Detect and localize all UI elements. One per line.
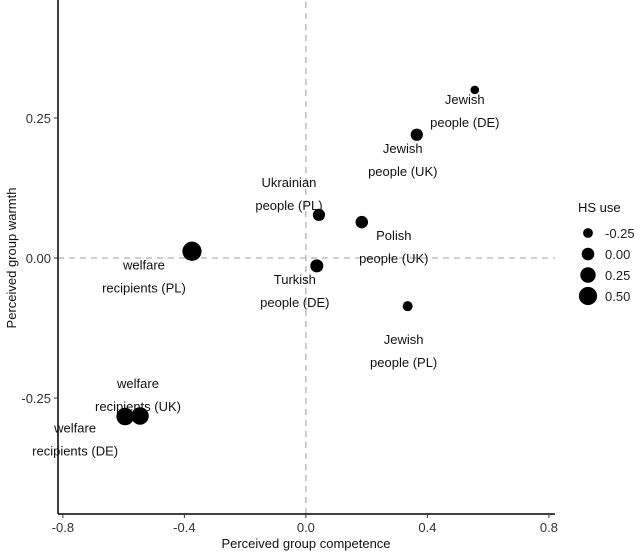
x-tick-label: 0.8 bbox=[540, 520, 558, 535]
point-label: recipients (DE) bbox=[32, 444, 118, 459]
legend-label: 0.50 bbox=[605, 289, 630, 304]
legend-key bbox=[581, 247, 595, 261]
legend-key bbox=[578, 286, 598, 306]
point-label: people (DE) bbox=[260, 295, 329, 310]
y-tick-label: 0.00 bbox=[26, 251, 51, 266]
point-label: recipients (UK) bbox=[95, 399, 181, 414]
legend-label: -0.25 bbox=[605, 226, 635, 241]
x-tick-label: 0.4 bbox=[418, 520, 436, 535]
point-label: Turkish bbox=[274, 272, 316, 287]
reference-lines bbox=[58, 2, 555, 514]
point-label: welfare bbox=[53, 421, 96, 436]
point-label: recipients (PL) bbox=[102, 280, 186, 295]
legend-key bbox=[580, 267, 596, 283]
x-tick-label: -0.8 bbox=[52, 520, 74, 535]
point-label: welfare bbox=[122, 257, 165, 272]
point-label: people (PL) bbox=[370, 355, 437, 370]
y-tick-label: -0.25 bbox=[21, 391, 51, 406]
legend-title: HS use bbox=[578, 200, 621, 215]
point-label: people (UK) bbox=[359, 251, 428, 266]
point-label: people (UK) bbox=[368, 164, 437, 179]
size-legend: HS use -0.25 0.00 0.25 0.50 bbox=[578, 200, 635, 306]
data-point bbox=[116, 407, 134, 426]
y-axis-title: Perceived group warmth bbox=[4, 188, 19, 329]
data-point bbox=[131, 407, 149, 425]
data-point bbox=[470, 85, 480, 95]
data-point bbox=[410, 128, 423, 141]
x-tick-label: 0.0 bbox=[297, 520, 315, 535]
point-label: people (DE) bbox=[430, 115, 499, 130]
data-points bbox=[116, 85, 480, 426]
data-point bbox=[402, 301, 413, 312]
data-point bbox=[182, 241, 202, 261]
y-tick-label: 0.25 bbox=[26, 111, 51, 126]
x-tick-label: -0.4 bbox=[173, 520, 195, 535]
legend-label: 0.25 bbox=[605, 268, 630, 283]
point-label: welfare bbox=[116, 376, 159, 391]
data-point bbox=[312, 208, 326, 221]
point-label: Ukrainian bbox=[261, 175, 316, 190]
point-labels: Jewish people (DE) Jewish people (UK) Ukrain… bbox=[32, 92, 499, 459]
legend-label: 0.00 bbox=[605, 247, 630, 262]
legend-key bbox=[583, 228, 593, 238]
axes: -0.8 -0.4 0.0 0.4 0.8 -0.25 0.00 0.25 bbox=[21, 0, 558, 535]
point-label: Jewish bbox=[384, 332, 424, 347]
data-point bbox=[355, 215, 369, 229]
point-label: Jewish bbox=[445, 92, 485, 107]
point-label: Polish bbox=[376, 228, 411, 243]
point-label: people (PL) bbox=[255, 198, 322, 213]
data-point bbox=[310, 259, 324, 273]
point-label: Jewish bbox=[383, 141, 423, 156]
x-axis-title: Perceived group competence bbox=[221, 536, 390, 551]
